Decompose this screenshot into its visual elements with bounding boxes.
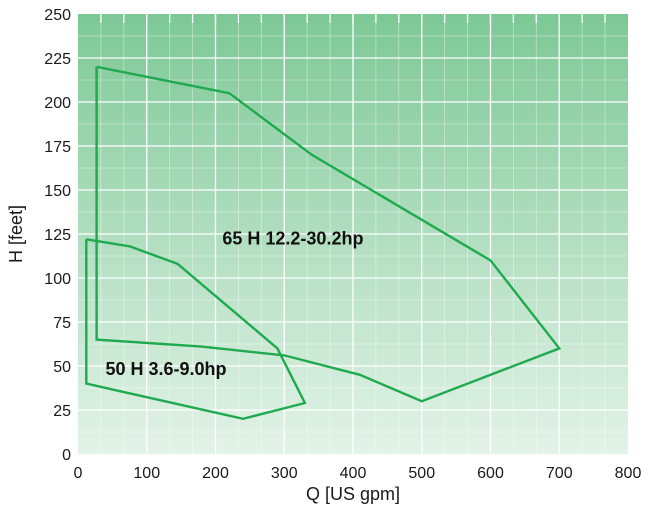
y-tick-label: 225: [44, 51, 71, 68]
top-tick-marks: [100, 14, 606, 23]
y-tick-label: 50: [53, 359, 71, 376]
y-tick-label: 150: [44, 183, 71, 200]
x-tick-label: 700: [546, 465, 573, 482]
x-tick-label: 800: [615, 465, 642, 482]
x-tick-label: 100: [133, 465, 160, 482]
annotation-layer: 65 H 12.2-30.2hp 50 H 3.6-9.0hp: [106, 229, 364, 379]
y-tick-label: 0: [62, 447, 71, 464]
series-layer: [85, 65, 562, 421]
x-tick-label: 0: [74, 465, 83, 482]
y-tick-label: 175: [44, 139, 71, 156]
y-axis-title: H [feet]: [6, 205, 26, 263]
x-tick-label: 300: [271, 465, 298, 482]
x-tick-label: 600: [477, 465, 504, 482]
y-tick-label: 125: [44, 227, 71, 244]
series-line: [85, 238, 307, 421]
y-tick-label: 250: [44, 7, 71, 24]
y-tick-labels: 0 25 50 75 100 125 150 175 200 225 250: [44, 7, 71, 464]
region-label: 50 H 3.6-9.0hp: [106, 359, 227, 379]
x-tick-label: 500: [408, 465, 435, 482]
series-line: [95, 65, 562, 403]
y-tick-label: 200: [44, 95, 71, 112]
x-axis-title: Q [US gpm]: [306, 484, 400, 504]
y-tick-label: 25: [53, 403, 71, 420]
y-tick-label: 100: [44, 271, 71, 288]
x-tick-label: 400: [340, 465, 367, 482]
region-label: 65 H 12.2-30.2hp: [222, 229, 363, 249]
x-tick-label: 200: [202, 465, 229, 482]
y-tick-label: 75: [53, 315, 71, 332]
x-tick-labels: 0 100 200 300 400 500 600 700 800: [74, 465, 642, 482]
major-gridlines: [78, 14, 628, 454]
